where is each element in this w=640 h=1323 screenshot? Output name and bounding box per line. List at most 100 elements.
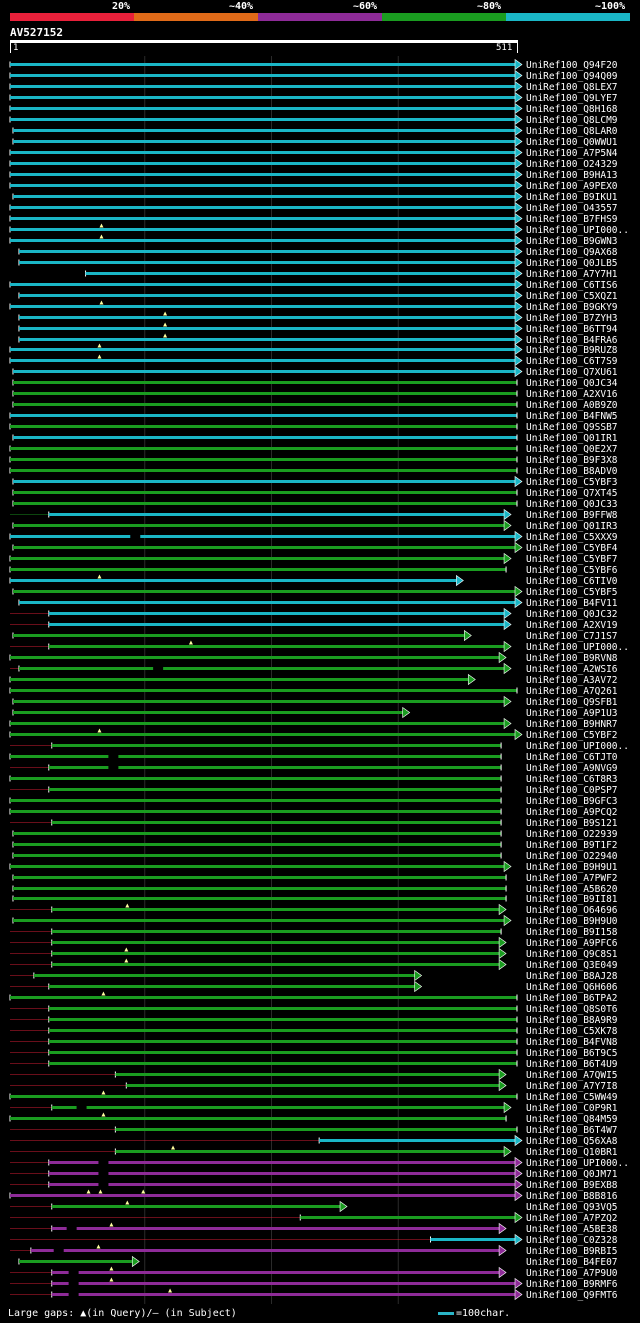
hit-end-arrow (514, 157, 523, 170)
hit-name: UniRef100_O22939 (526, 829, 618, 840)
hit-end-arrow (514, 541, 523, 554)
hit-end-arrow (514, 1167, 523, 1180)
hit-end-arrow (514, 333, 523, 346)
hit-name: UniRef100_Q7XT45 (526, 488, 618, 499)
hit-name: UniRef100_Q0JLB5 (526, 258, 618, 269)
hit-end-arrow (503, 662, 512, 675)
hit-name: UniRef100_C6T7S9 (526, 356, 618, 367)
hit-end-arrow (498, 1244, 507, 1257)
hit-name: UniRef100_Q84M59 (526, 1114, 618, 1125)
hit-name: UniRef100_A2XV16 (526, 389, 618, 400)
subject-gap-marker (108, 755, 119, 758)
hit-end-arrow (514, 256, 523, 269)
hit-end-arrow (503, 717, 512, 730)
hit-name: UniRef100_Q9LYE7 (526, 93, 618, 104)
hit-name: UniRef100_B7FHS9 (526, 214, 618, 225)
query-gap-marker (163, 333, 168, 338)
hit-end-arrow (339, 1200, 348, 1213)
hit-name: UniRef100_A7QWI5 (526, 1070, 618, 1081)
query-gap-marker (124, 947, 129, 952)
hit-end-arrow (498, 958, 507, 971)
hit-name: UniRef100_B4FE07 (526, 1257, 618, 1268)
legend-swatch-80 (382, 13, 506, 21)
subject-gap-marker (68, 1282, 79, 1285)
hit-name: UniRef100_B9II81 (526, 894, 618, 905)
hit-name: UniRef100_B9EXB8 (526, 1180, 618, 1191)
subject-gap-marker (53, 1249, 64, 1252)
hit-name: UniRef100_UPI000.. (526, 1158, 629, 1169)
hit-name: UniRef100_Q94F20 (526, 60, 618, 71)
hit-end-arrow (498, 936, 507, 949)
hit-name: UniRef100_Q8H168 (526, 104, 618, 115)
query-axis-end-label: 511 (496, 43, 513, 53)
subject-gap-marker (153, 667, 164, 670)
query-gap-marker (97, 574, 102, 579)
hit-end-arrow (503, 1101, 512, 1114)
hit-end-arrow (503, 860, 512, 873)
hit-name: UniRef100_Q3E049 (526, 960, 618, 971)
hit-name: UniRef100_Q8S0T6 (526, 1004, 618, 1015)
query-gap-marker (109, 1277, 114, 1282)
hit-name: UniRef100_B6TPA2 (526, 993, 618, 1004)
legend-label-20: 20% (112, 1, 131, 12)
query-gap-marker (101, 1090, 106, 1095)
hit-name: UniRef100_C0Z328 (526, 1235, 618, 1246)
hit-name: UniRef100_B9HNR7 (526, 719, 618, 730)
hit-name: UniRef100_B9IKU1 (526, 192, 618, 203)
hit-name: UniRef100_A9PFC6 (526, 938, 618, 949)
hit-end-arrow (503, 618, 512, 631)
hit-name: UniRef100_C5YBF2 (526, 730, 618, 741)
hit-name: UniRef100_B9HA13 (526, 170, 618, 181)
hit-end-arrow (498, 651, 507, 664)
hit-name: UniRef100_Q9FMT6 (526, 1290, 618, 1301)
hit-end-arrow (514, 585, 523, 598)
hit-end-arrow (503, 519, 512, 532)
hit-name: UniRef100_UPI000.. (526, 225, 629, 236)
hit-end-arrow (514, 212, 523, 225)
hit-name: UniRef100_Q9SFB1 (526, 697, 618, 708)
hit-name: UniRef100_Q9AX68 (526, 247, 618, 258)
legend-swatch-60 (258, 13, 382, 21)
hit-name: UniRef100_Q10BR1 (526, 1147, 618, 1158)
hit-end-arrow (514, 1288, 523, 1301)
legend-label-80: ~80% (477, 1, 502, 12)
hit-end-arrow (514, 289, 523, 302)
hit-end-arrow (514, 91, 523, 104)
hit-name: UniRef100_B6T9C5 (526, 1048, 618, 1059)
hit-name: UniRef100_B9RMF6 (526, 1279, 618, 1290)
query-axis-end-tick (517, 43, 518, 53)
subject-gap-marker (66, 1227, 77, 1230)
hit-name: UniRef100_B6TT94 (526, 324, 618, 335)
query-axis-bar (10, 40, 518, 43)
subject-gap-marker (98, 1183, 109, 1186)
hit-name: UniRef100_C5XXX9 (526, 532, 618, 543)
query-gap-marker (99, 223, 104, 228)
hit-name: UniRef100_Q93VQ5 (526, 1202, 618, 1213)
hit-name: UniRef100_A3AV72 (526, 675, 618, 686)
hit-end-arrow (131, 1255, 140, 1268)
hit-end-arrow (503, 607, 512, 620)
hit-name: UniRef100_B6T4W7 (526, 1125, 618, 1136)
hit-name: UniRef100_C5XK78 (526, 1026, 618, 1037)
hit-end-arrow (498, 947, 507, 960)
hit-name: UniRef100_A2XV19 (526, 620, 618, 631)
hit-end-arrow (414, 969, 423, 982)
hit-name: UniRef100_A7P9U0 (526, 1268, 618, 1279)
hit-end-arrow (514, 1134, 523, 1147)
query-axis-start-label: 1 (13, 43, 19, 53)
hit-name: UniRef100_B9RVN8 (526, 653, 618, 664)
hit-name: UniRef100_C5YBF4 (526, 543, 618, 554)
hit-end-arrow (514, 1233, 523, 1246)
hit-name: UniRef100_B6T4U9 (526, 1059, 618, 1070)
hit-end-arrow (402, 706, 411, 719)
hit-end-arrow (503, 695, 512, 708)
hit-end-arrow (503, 552, 512, 565)
hit-name: UniRef100_C6TIV0 (526, 576, 618, 587)
legend-swatch-100 (506, 13, 630, 21)
hit-end-arrow (514, 124, 523, 137)
hit-name: UniRef100_C6T8R3 (526, 774, 618, 785)
hit-end-arrow (514, 475, 523, 488)
hit-name: UniRef100_Q0JM71 (526, 1169, 618, 1180)
hit-end-arrow (514, 201, 523, 214)
hit-name: UniRef100_B7ZYH3 (526, 313, 618, 324)
